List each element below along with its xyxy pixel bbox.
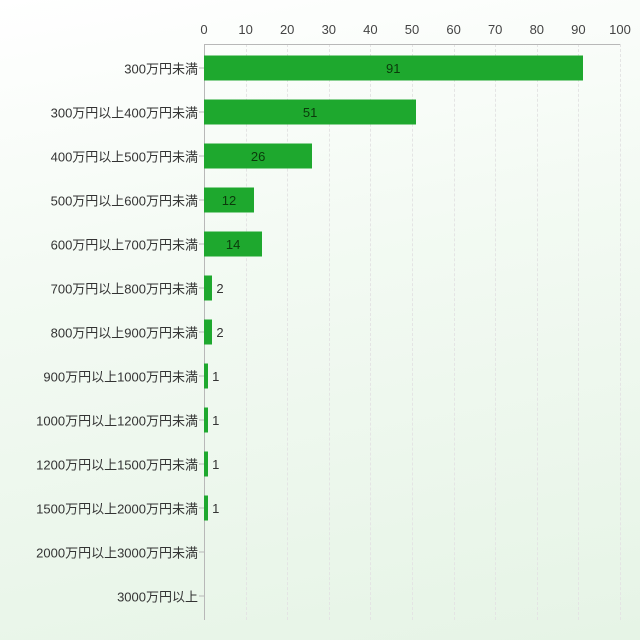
bar: 91 [204,56,583,81]
bar: 1 [204,452,208,477]
grid-line [620,44,621,620]
category-label: 1000万円以上1200万円未満 [36,411,204,430]
value-label: 14 [226,237,240,252]
category-label: 1500万円以上2000万円未満 [36,499,204,518]
value-label: 51 [303,105,317,120]
category-label: 300万円以上400万円未満 [51,103,204,122]
value-label: 1 [208,369,219,384]
value-label: 1 [208,501,219,516]
bar: 1 [204,364,208,389]
category-label: 300万円未満 [124,59,204,78]
x-tick-label: 10 [238,22,252,37]
x-tick-label: 0 [200,22,207,37]
value-label: 2 [212,281,223,296]
grid-line [454,44,455,620]
bar: 26 [204,144,312,169]
bar: 2 [204,276,212,301]
x-tick-label: 30 [322,22,336,37]
value-label: 26 [251,149,265,164]
value-label: 1 [208,413,219,428]
category-label: 500万円以上600万円未満 [51,191,204,210]
grid-line [329,44,330,620]
bar: 1 [204,496,208,521]
x-axis-line [204,44,620,45]
value-label: 2 [212,325,223,340]
grid-line [578,44,579,620]
bar: 51 [204,100,416,125]
x-tick-label: 20 [280,22,294,37]
x-tick-label: 50 [405,22,419,37]
category-label: 600万円以上700万円未満 [51,235,204,254]
value-label: 1 [208,457,219,472]
category-label: 2000万円以上3000万円未満 [36,543,204,562]
category-label: 700万円以上800万円未満 [51,279,204,298]
bar: 2 [204,320,212,345]
grid-line [370,44,371,620]
bar: 14 [204,232,262,257]
value-label: 91 [386,61,400,76]
grid-line [287,44,288,620]
value-label: 12 [222,193,236,208]
x-tick-label: 100 [609,22,631,37]
grid-line [412,44,413,620]
category-label: 3000万円以上 [117,587,204,606]
category-label: 1200万円以上1500万円未満 [36,455,204,474]
x-tick-label: 70 [488,22,502,37]
x-tick-label: 60 [446,22,460,37]
income-distribution-chart: 0102030405060708090100300万円未満91300万円以上40… [204,44,620,620]
grid-line [495,44,496,620]
bar: 1 [204,408,208,433]
x-tick-label: 80 [530,22,544,37]
category-label: 900万円以上1000万円未満 [43,367,204,386]
x-tick-label: 90 [571,22,585,37]
grid-line [246,44,247,620]
category-label: 800万円以上900万円未満 [51,323,204,342]
category-label: 400万円以上500万円未満 [51,147,204,166]
bar: 12 [204,188,254,213]
x-tick-label: 40 [363,22,377,37]
grid-line [537,44,538,620]
